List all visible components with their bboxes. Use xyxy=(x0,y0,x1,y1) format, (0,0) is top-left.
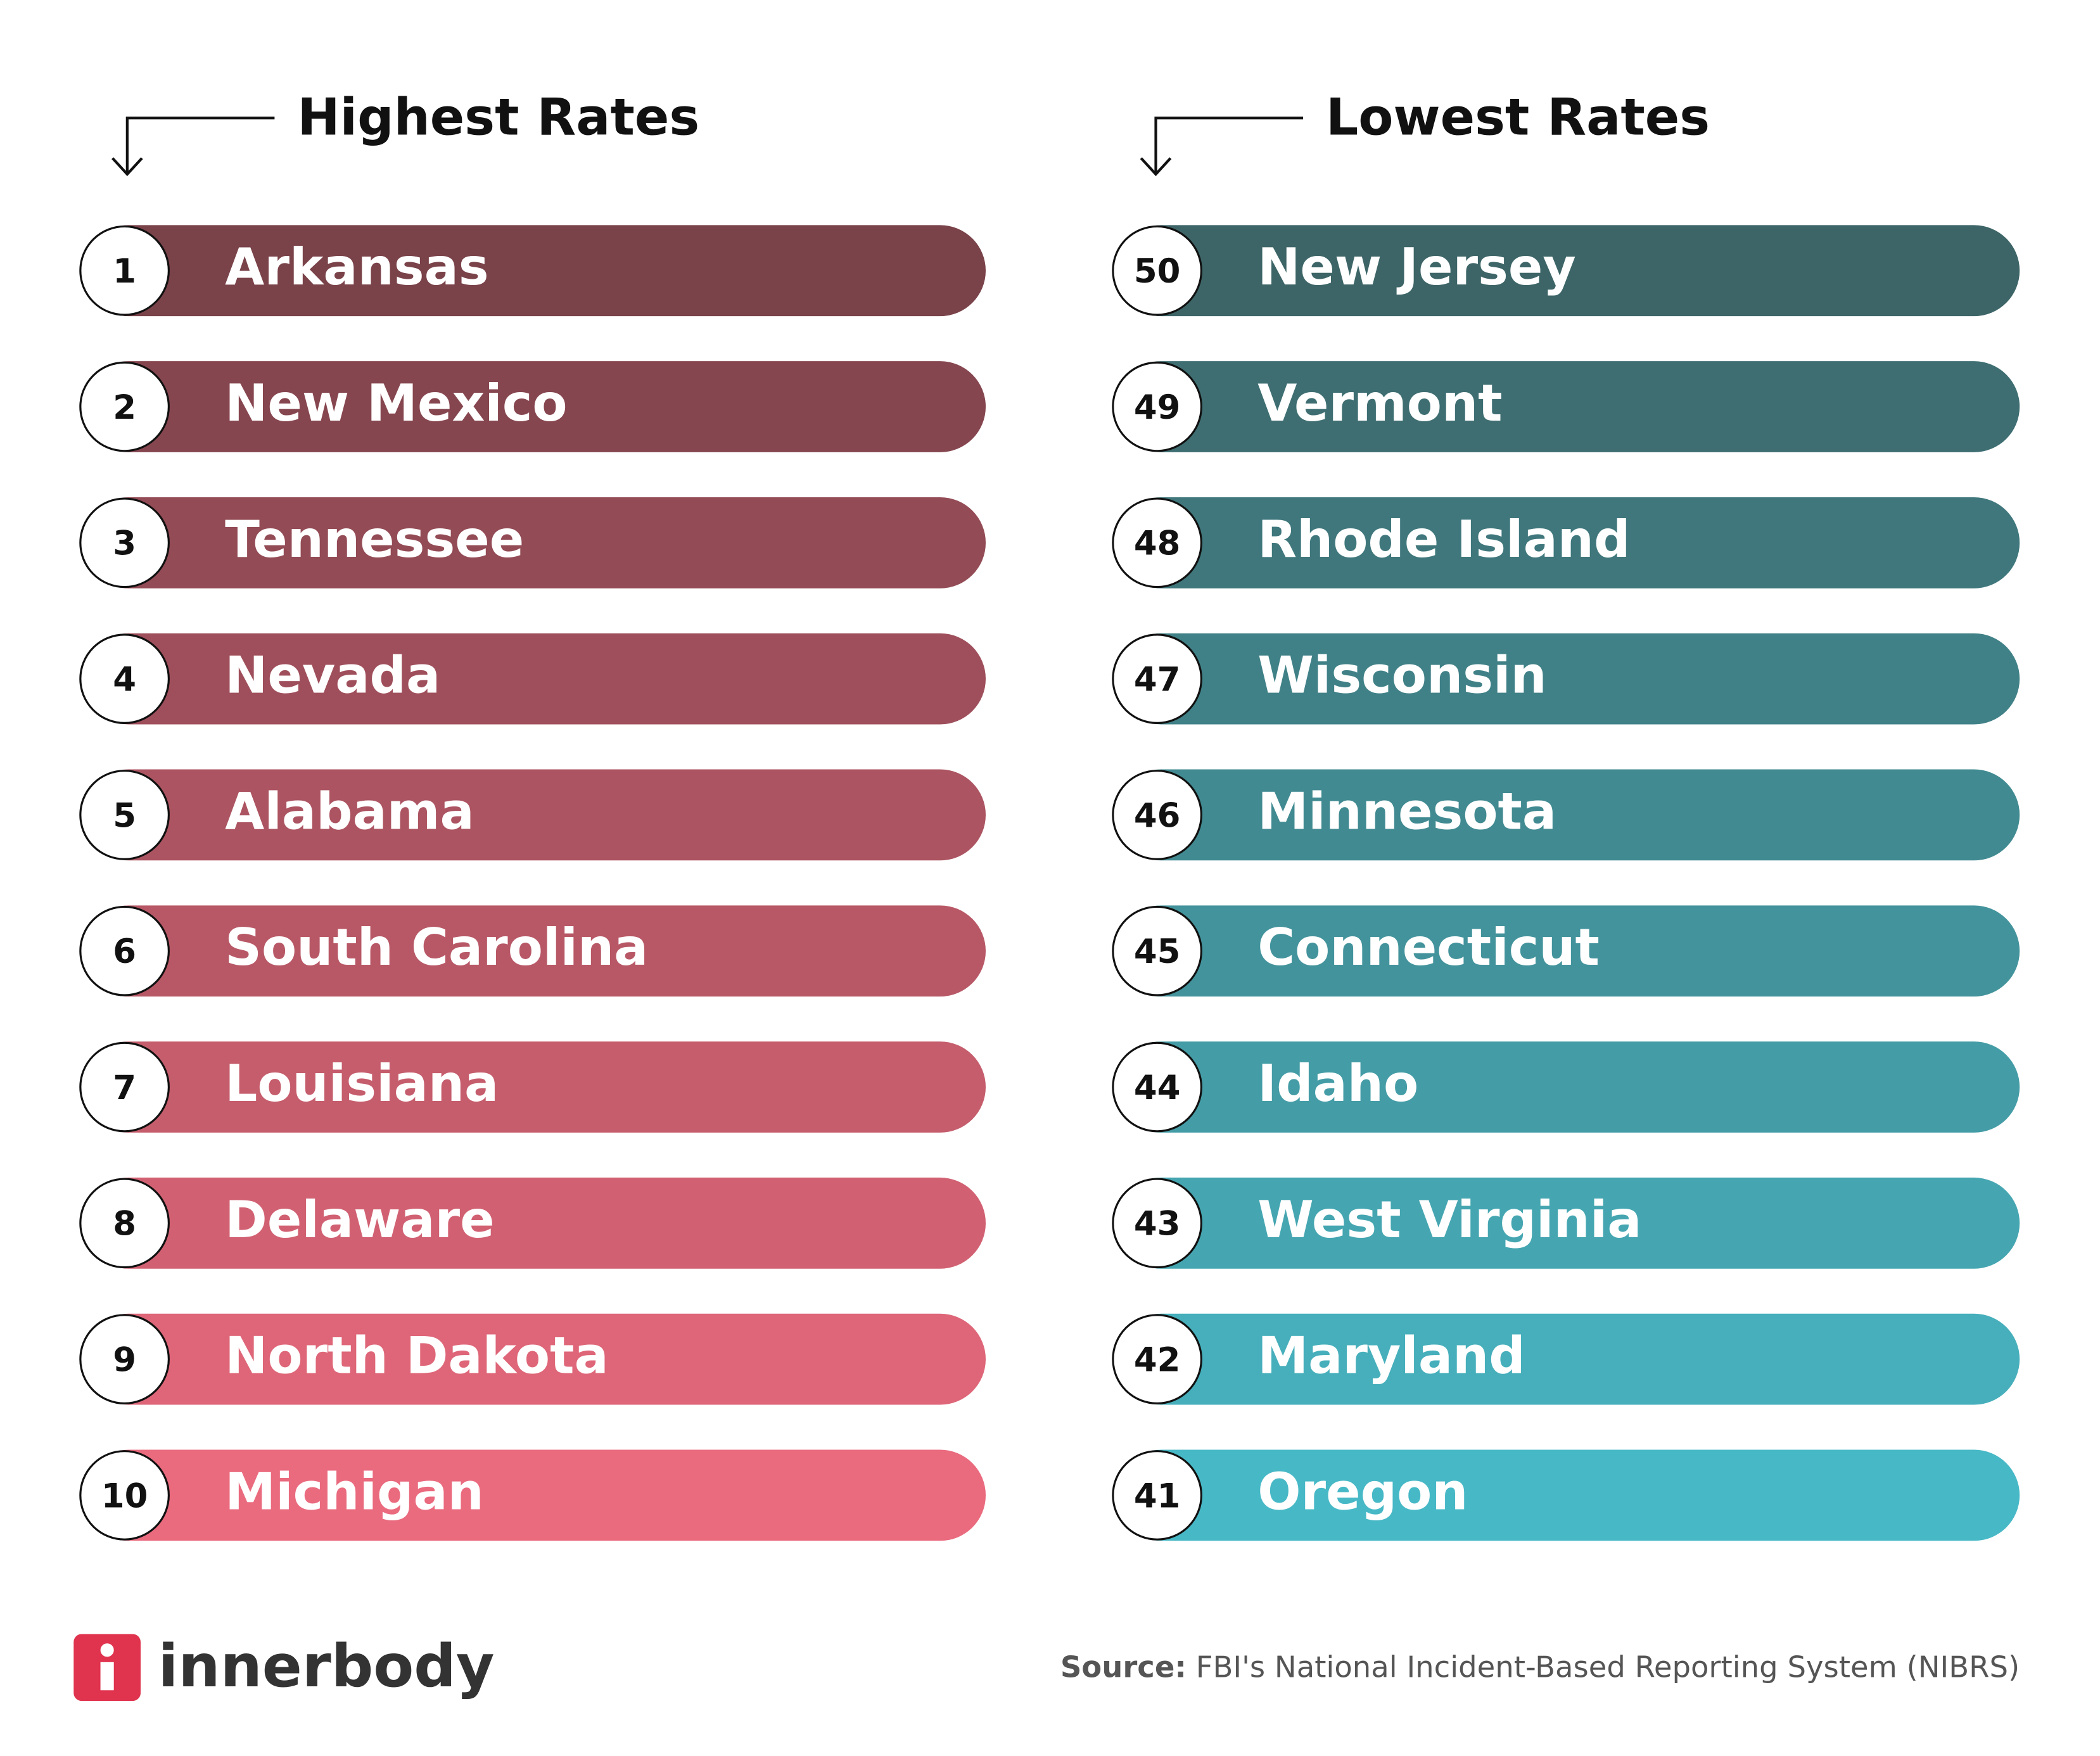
rank-badge xyxy=(1112,770,1202,860)
row-bar xyxy=(1116,361,2020,452)
source-text: FBI's National Incident-Based Reporting … xyxy=(1196,1650,2020,1684)
rank: 3 xyxy=(113,525,136,563)
row-bar xyxy=(83,361,986,452)
rank: 8 xyxy=(113,1205,136,1244)
rank: 46 xyxy=(1134,796,1181,835)
rank-badge xyxy=(1112,905,1202,996)
rank-badge xyxy=(1112,1450,1202,1541)
rank-badge xyxy=(1112,361,1202,452)
row-bar xyxy=(83,1041,986,1133)
state-name: West Virginia xyxy=(1257,1190,1641,1249)
logo-icon-bar xyxy=(100,1662,114,1691)
rank: 48 xyxy=(1134,525,1181,563)
source: Source: FBI's National Incident-Based Re… xyxy=(1060,1650,2020,1684)
rank-badge xyxy=(1112,633,1202,724)
state-name: Maryland xyxy=(1257,1326,1525,1385)
rank-badge xyxy=(1112,497,1202,589)
state-name: Wisconsin xyxy=(1257,646,1546,705)
rank: 43 xyxy=(1134,1205,1181,1244)
rank-badge xyxy=(79,225,170,316)
rank: 4 xyxy=(113,660,136,699)
state-name: Rhode Island xyxy=(1257,509,1630,569)
rank-badge xyxy=(1112,225,1202,316)
state-name: Delaware xyxy=(225,1190,494,1249)
rank-badge xyxy=(1112,1314,1202,1404)
rank-badge xyxy=(79,905,170,996)
row-bar xyxy=(1116,1041,2020,1133)
rank: 42 xyxy=(1134,1340,1181,1379)
state-name: Oregon xyxy=(1257,1461,1468,1521)
row-bar xyxy=(83,769,986,861)
rank: 44 xyxy=(1134,1069,1181,1107)
rank: 50 xyxy=(1134,252,1181,291)
row-bar xyxy=(83,225,986,317)
state-name: New Jersey xyxy=(1257,237,1576,296)
column-title: Highest Rates xyxy=(297,87,699,146)
rank: 41 xyxy=(1134,1477,1181,1515)
state-name: Vermont xyxy=(1257,373,1502,433)
rank: 47 xyxy=(1134,660,1181,699)
arrow xyxy=(111,117,275,177)
rank: 5 xyxy=(113,796,136,835)
rank: 6 xyxy=(113,932,136,971)
state-name: Tennessee xyxy=(225,509,524,569)
rank-badge xyxy=(79,361,170,452)
row-bar xyxy=(1116,497,2020,589)
state-name: Minnesota xyxy=(1257,781,1556,841)
state-name: Michigan xyxy=(225,1461,484,1521)
rank-badge xyxy=(1112,1041,1202,1133)
rank-badge xyxy=(79,770,170,860)
row-bar xyxy=(1116,1177,2020,1269)
row-bar xyxy=(1116,633,2020,725)
state-name: Alabama xyxy=(225,781,474,841)
rank: 7 xyxy=(113,1069,136,1107)
rank: 2 xyxy=(113,388,136,427)
rank-badge xyxy=(79,1178,170,1269)
rank: 9 xyxy=(113,1340,136,1379)
rank-badge xyxy=(79,497,170,589)
column-title: Lowest Rates xyxy=(1326,87,1710,146)
row-bar xyxy=(1116,1449,2020,1541)
rank-badge xyxy=(79,633,170,724)
state-name: New Mexico xyxy=(225,373,567,433)
state-name: Arkansas xyxy=(225,237,488,296)
state-name: South Carolina xyxy=(225,917,648,977)
rank-badge xyxy=(79,1041,170,1133)
rank: 49 xyxy=(1134,388,1181,427)
state-name: North Dakota xyxy=(225,1326,609,1385)
row-bar xyxy=(83,1449,986,1541)
row-bar xyxy=(83,905,986,997)
state-name: Connecticut xyxy=(1257,917,1600,977)
rank: 10 xyxy=(101,1477,148,1515)
row-bar xyxy=(83,497,986,589)
row-bar xyxy=(1116,225,2020,317)
row-bar xyxy=(83,1177,986,1269)
rank-badge xyxy=(79,1314,170,1404)
row-bar xyxy=(83,1313,986,1405)
rank-badge xyxy=(79,1450,170,1541)
rank: 1 xyxy=(113,252,136,291)
row-bar xyxy=(1116,905,2020,997)
logo-text: innerbody xyxy=(158,1632,494,1700)
row-bar xyxy=(1116,1313,2020,1405)
rank: 45 xyxy=(1134,932,1181,971)
source-label: Source: xyxy=(1060,1650,1187,1684)
state-name: Louisiana xyxy=(225,1053,499,1113)
row-bar xyxy=(1116,769,2020,861)
state-name: Nevada xyxy=(225,646,440,705)
logo-icon-dot xyxy=(100,1643,114,1657)
arrow xyxy=(1140,117,1304,177)
state-name: Idaho xyxy=(1257,1053,1418,1113)
rank-badge xyxy=(1112,1178,1202,1269)
row-bar xyxy=(83,633,986,725)
